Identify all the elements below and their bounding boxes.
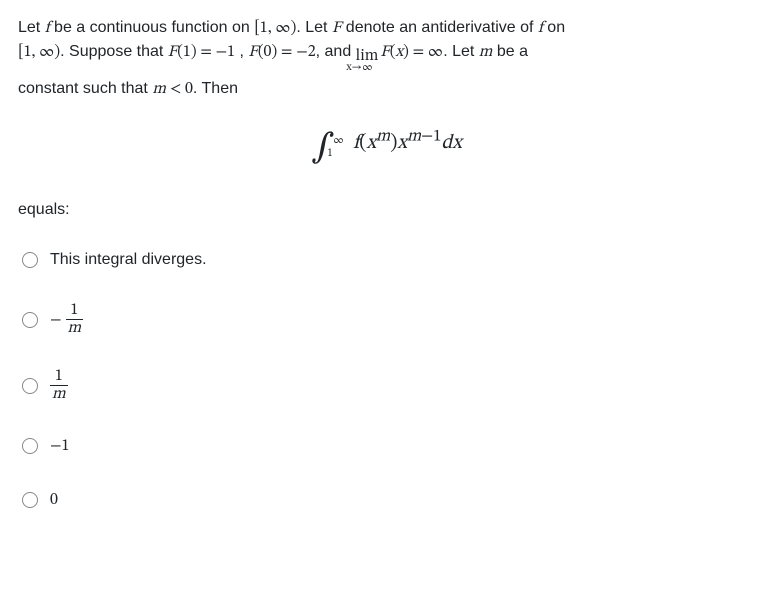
radio-icon bbox=[22, 312, 38, 328]
question-block: Let f be a continuous function on [1, ∞)… bbox=[18, 16, 755, 101]
q-line2: [1, ∞). Suppose that F(1) = −1 , F(0) = … bbox=[18, 43, 528, 60]
q-line3: constant such that m < 0. Then bbox=[18, 80, 238, 97]
option-a-label: This integral diverges. bbox=[50, 248, 207, 272]
radio-icon bbox=[22, 492, 38, 508]
radio-icon bbox=[22, 378, 38, 394]
option-d[interactable]: −1 bbox=[22, 434, 755, 458]
radio-icon bbox=[22, 438, 38, 454]
option-e-label: 0 bbox=[50, 488, 58, 512]
q-line1: Let f be a continuous function on [1, ∞)… bbox=[18, 19, 565, 36]
option-b[interactable]: − 1 m bbox=[22, 302, 755, 338]
option-c-label: 1 m bbox=[50, 368, 68, 404]
option-b-label: − 1 m bbox=[50, 302, 83, 338]
equals-label: equals: bbox=[18, 198, 755, 222]
radio-icon bbox=[22, 252, 38, 268]
option-d-label: −1 bbox=[50, 434, 69, 458]
options-list: This integral diverges. − 1 m 1 m −1 0 bbox=[22, 248, 755, 512]
option-e[interactable]: 0 bbox=[22, 488, 755, 512]
option-a[interactable]: This integral diverges. bbox=[22, 248, 755, 272]
integral-expression: ∫∞1 f(xm)xm−1dx bbox=[18, 123, 755, 174]
option-c[interactable]: 1 m bbox=[22, 368, 755, 404]
